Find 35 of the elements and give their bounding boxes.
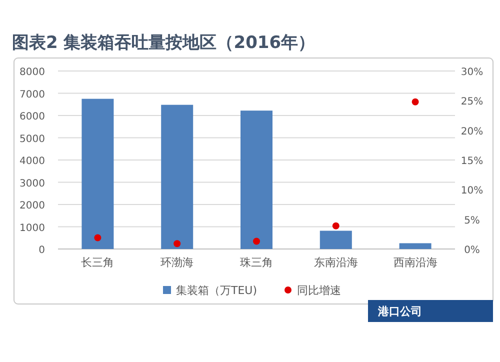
y2-tick-label: 0% xyxy=(464,245,480,256)
y-tick-label: 5000 xyxy=(20,134,45,145)
x-tick-label: 珠三角 xyxy=(240,256,273,269)
x-tick-label: 西南沿海 xyxy=(393,256,438,269)
x-tick-label: 东南沿海 xyxy=(314,256,358,269)
y-tick-label: 1000 xyxy=(20,222,45,234)
y2-tick-label: 30% xyxy=(460,67,484,78)
y-tick-label: 0 xyxy=(38,245,45,256)
y2-tick-label: 15% xyxy=(460,156,484,167)
bar xyxy=(161,104,194,249)
x-tick-label: 长三角 xyxy=(81,256,114,269)
legend-label: 集装箱（万TEU) xyxy=(176,284,258,297)
y-tick-label: 3000 xyxy=(20,178,45,190)
text: 港口公司 xyxy=(377,305,422,318)
point xyxy=(253,238,260,245)
y2-tick-label: 20% xyxy=(460,126,484,138)
bar xyxy=(399,243,432,249)
bar xyxy=(240,110,272,249)
y-tick-label: 7000 xyxy=(20,89,45,100)
y-tick-label: 4000 xyxy=(20,156,45,167)
x-tick-label: 环渤海 xyxy=(160,256,194,269)
bar xyxy=(82,98,114,249)
point xyxy=(332,222,340,230)
point xyxy=(412,98,419,106)
y-tick-label: 2000 xyxy=(20,200,45,212)
y2-tick-label: 25% xyxy=(460,96,484,108)
point xyxy=(94,234,102,242)
chart-title: 图表2 集装箱吞吐量按地区（2016年） xyxy=(12,33,316,53)
bar xyxy=(320,230,352,249)
y-tick-label: 8000 xyxy=(20,67,45,78)
point xyxy=(174,240,181,248)
legend-label: 同比增速 xyxy=(297,284,341,297)
y-tick-label: 6000 xyxy=(20,112,45,122)
y2-tick-label: 5% xyxy=(464,215,480,226)
y2-tick-label: 10% xyxy=(460,186,484,197)
